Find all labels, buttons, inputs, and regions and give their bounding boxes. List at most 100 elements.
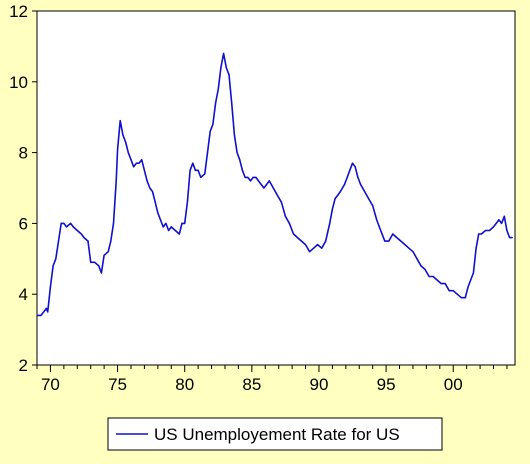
data-point: [380, 229, 382, 232]
data-point: [151, 190, 154, 193]
data-point: [225, 67, 227, 69]
data-point: [268, 180, 270, 182]
data-point: [110, 240, 112, 242]
data-point: [300, 240, 303, 242]
data-point: [266, 183, 268, 186]
y-tick-label: 6: [19, 214, 28, 233]
data-point: [337, 194, 339, 196]
data-point: [331, 208, 333, 210]
data-point: [178, 233, 180, 235]
data-point: [509, 237, 511, 239]
data-point: [55, 258, 57, 260]
data-point: [317, 244, 319, 246]
data-point: [339, 190, 341, 193]
data-point: [257, 180, 260, 182]
data-point: [472, 272, 474, 274]
data-point: [313, 247, 315, 249]
data-point: [119, 120, 121, 122]
data-point: [70, 222, 72, 224]
data-point: [141, 159, 143, 161]
y-axis-ticks: 2 4 6 8 10 12: [9, 2, 37, 375]
data-point: [192, 162, 194, 164]
data-point: [135, 162, 137, 164]
data-point: [112, 222, 115, 224]
data-point: [138, 162, 140, 164]
data-point: [276, 194, 278, 196]
data-point: [98, 265, 100, 267]
y-tick-label: 10: [9, 73, 28, 92]
data-point: [304, 244, 307, 246]
y-tick-label: 12: [9, 2, 28, 21]
data-point: [325, 240, 327, 242]
x-axis-ticks: 70 75 80 85 90 95 00: [36, 365, 508, 394]
data-point: [470, 279, 472, 281]
x-tick-label: 80: [175, 375, 194, 394]
data-point: [456, 293, 458, 295]
data-point: [90, 261, 92, 263]
data-point: [360, 183, 362, 186]
data-point: [206, 152, 209, 154]
data-point: [416, 258, 418, 260]
data-point: [63, 222, 65, 224]
data-point: [247, 176, 249, 178]
data-point: [43, 311, 45, 313]
data-point: [452, 290, 454, 292]
x-tick-label: 95: [377, 375, 396, 394]
data-point: [233, 134, 235, 136]
data-point: [236, 152, 238, 154]
data-point: [252, 176, 254, 178]
x-tick-label: 90: [310, 375, 329, 394]
data-point: [103, 254, 105, 256]
data-point: [165, 222, 167, 224]
data-point: [52, 265, 54, 267]
data-point: [168, 229, 170, 232]
data-point: [255, 176, 257, 178]
data-point: [162, 226, 164, 228]
x-tick-label: 75: [108, 375, 127, 394]
data-point: [260, 183, 262, 186]
data-point: [217, 88, 219, 90]
data-point: [122, 134, 124, 136]
data-point: [284, 215, 286, 217]
data-point: [115, 180, 117, 182]
data-point: [432, 275, 434, 278]
x-tick-label: 00: [444, 375, 463, 394]
data-point: [47, 311, 49, 313]
data-point: [408, 247, 410, 249]
data-point: [467, 286, 469, 288]
data-point: [80, 233, 82, 235]
data-point: [157, 212, 159, 214]
data-point: [488, 229, 491, 232]
data-point: [72, 226, 74, 228]
data-point: [460, 297, 462, 299]
data-point: [170, 226, 172, 228]
x-tick-label: 70: [41, 375, 60, 394]
data-point: [495, 222, 497, 224]
data-point: [436, 279, 438, 281]
data-point: [194, 169, 196, 171]
data-point: [478, 233, 480, 235]
data-point: [368, 198, 370, 200]
data-point: [49, 286, 52, 288]
data-point: [351, 162, 354, 164]
data-point: [60, 222, 62, 224]
data-point: [239, 159, 241, 161]
data-point: [448, 290, 450, 292]
data-point: [143, 169, 145, 171]
data-point: [181, 222, 183, 224]
data-point: [57, 240, 60, 242]
plot-area: [36, 10, 516, 366]
data-point: [244, 176, 246, 178]
y-tick-label: 8: [19, 144, 28, 163]
data-point: [396, 237, 398, 239]
data-point: [204, 173, 206, 175]
data-point: [309, 251, 311, 253]
data-point: [212, 123, 214, 125]
data-point: [392, 233, 394, 235]
data-point: [428, 275, 430, 278]
data-point: [329, 222, 331, 224]
data-point: [100, 272, 102, 274]
data-point: [444, 283, 446, 285]
